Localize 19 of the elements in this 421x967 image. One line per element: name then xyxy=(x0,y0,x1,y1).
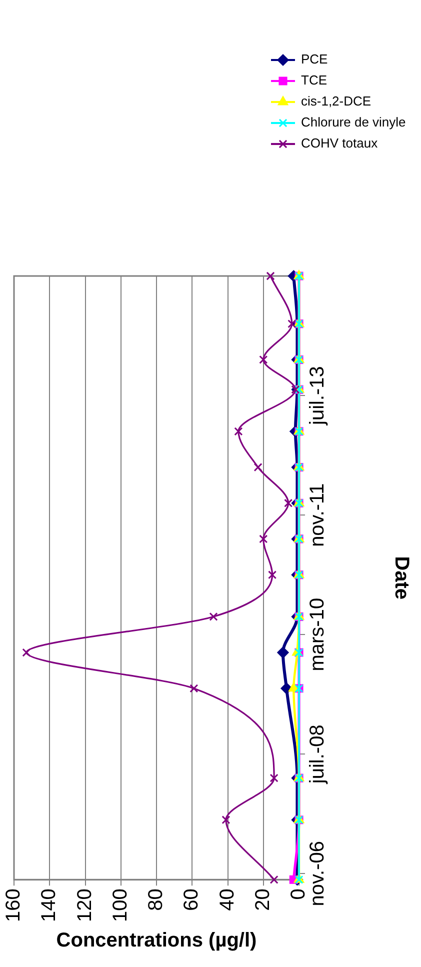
legend-label: TCE xyxy=(301,72,328,88)
x-tick-label: 120 xyxy=(74,888,96,922)
x-tick-label: 100 xyxy=(109,888,132,922)
y-tick-label: juil.-13 xyxy=(306,366,329,426)
x-tick-label: 60 xyxy=(180,888,203,911)
legend-label: COHV totaux xyxy=(301,136,378,151)
y-tick-label: mars-10 xyxy=(306,598,329,672)
y-tick-label: juil.-08 xyxy=(306,724,329,785)
x-axis-title: Concentrations (µg/l) xyxy=(56,930,257,952)
x-tick-label: 160 xyxy=(2,888,25,922)
legend-label: Chlorure de vinyle xyxy=(301,114,406,130)
x-tick-label: 40 xyxy=(216,888,238,911)
y-tick-label: nov.-11 xyxy=(306,483,329,547)
x-tick-label: 20 xyxy=(252,888,274,911)
legend-label: PCE xyxy=(301,52,328,67)
x-tick-label: 80 xyxy=(145,888,168,911)
x-tick-label: 140 xyxy=(38,888,60,922)
y-axis-title: Date xyxy=(390,556,412,600)
legend-label: cis-1,2-DCE xyxy=(301,94,372,109)
